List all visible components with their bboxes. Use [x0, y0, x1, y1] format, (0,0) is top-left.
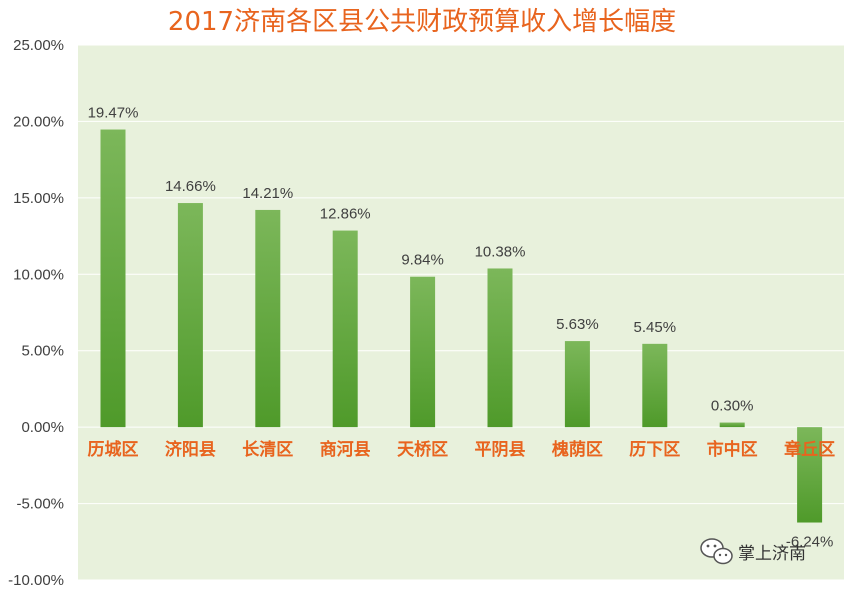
bar	[332, 230, 358, 428]
category-labels: 历城区 济阳县 长清区 商河县 天桥区 平阴县 槐荫区 历下区 市中区 章丘区	[88, 439, 836, 460]
watermark: 掌上济南	[700, 538, 806, 565]
y-tick-label: 25.00%	[13, 37, 64, 54]
category-label: 长清区	[242, 439, 293, 460]
category-label: 槐荫区	[551, 439, 603, 460]
y-tick-label: 5.00%	[21, 343, 64, 360]
bar	[177, 203, 203, 428]
bar	[487, 268, 513, 428]
gridlines	[78, 44, 844, 581]
y-tick-label: -10.00%	[8, 572, 64, 589]
bar	[410, 276, 436, 428]
category-label: 平阴县	[475, 440, 526, 460]
chart-title: 2017济南各区县公共财政预算收入增长幅度	[168, 7, 676, 37]
bar	[100, 129, 126, 428]
data-label: -6.24%	[786, 534, 834, 551]
category-label: 天桥区	[397, 440, 448, 460]
category-label: 商河县	[320, 439, 371, 460]
wechat-icon	[700, 538, 733, 565]
data-label: 14.66%	[165, 178, 216, 195]
category-label: 市中区	[707, 439, 758, 460]
data-label: 5.63%	[556, 316, 599, 333]
data-label: 5.45%	[634, 319, 677, 336]
category-label: 历城区	[88, 440, 139, 460]
y-tick-label: -5.00%	[16, 496, 64, 513]
data-label: 0.30%	[711, 398, 754, 415]
data-label: 12.86%	[320, 206, 371, 223]
bar	[719, 422, 745, 428]
bar	[797, 427, 823, 523]
y-axis-ticks: 25.00% 20.00% 15.00% 10.00% 5.00% 0.00% -5.00%…	[8, 37, 64, 589]
data-label: 19.47%	[88, 105, 139, 122]
watermark-text: 掌上济南	[738, 544, 806, 564]
category-label: 济阳县	[165, 439, 216, 460]
bars	[100, 129, 823, 523]
data-labels: 19.47% 14.66% 14.21% 12.86% 9.84% 10.38% 5.63%…	[88, 105, 834, 551]
category-label: 历下区	[629, 440, 680, 460]
y-tick-label: 15.00%	[13, 190, 64, 207]
bar	[255, 209, 281, 428]
bar	[564, 341, 590, 428]
plot-background	[78, 45, 844, 580]
bar	[642, 343, 668, 428]
data-label: 10.38%	[475, 243, 526, 260]
category-label: 章丘区	[784, 439, 835, 460]
data-label: 9.84%	[401, 252, 444, 269]
y-tick-label: 20.00%	[13, 113, 64, 130]
data-label: 14.21%	[242, 185, 293, 202]
y-tick-label: 10.00%	[13, 266, 64, 283]
y-tick-label: 0.00%	[21, 419, 64, 436]
